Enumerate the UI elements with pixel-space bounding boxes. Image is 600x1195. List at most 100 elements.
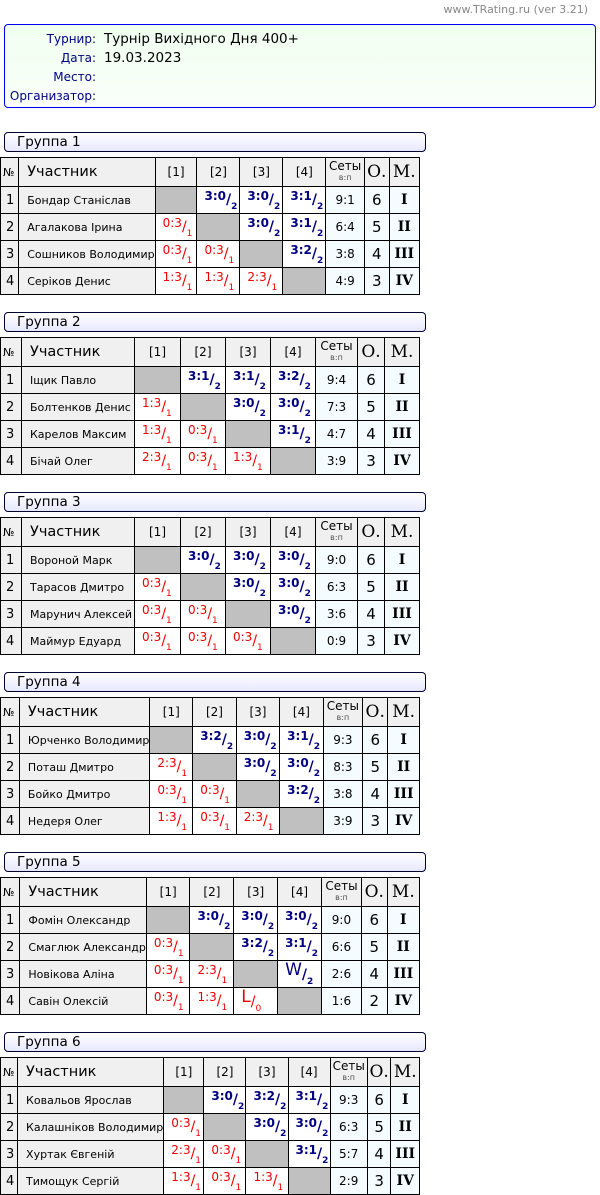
- match-result[interactable]: 3:1/2: [270, 420, 316, 448]
- match-result[interactable]: 3:2/2: [192, 726, 237, 754]
- player-name[interactable]: Агалакова Ірина: [18, 213, 156, 241]
- match-result[interactable]: 0:3/1: [180, 447, 226, 475]
- player-name[interactable]: Поташ Дмитро: [18, 753, 151, 781]
- match-result[interactable]: 3:0/2: [225, 573, 271, 601]
- match-result[interactable]: 3:0/2: [245, 1113, 289, 1141]
- match-result[interactable]: 0:3/1: [134, 627, 181, 655]
- match-result[interactable]: 3:1/2: [277, 933, 322, 961]
- match-result[interactable]: 1:3/1: [163, 1167, 205, 1195]
- match-result[interactable]: 2:3/1: [189, 960, 235, 988]
- match-result[interactable]: 1:3/1: [154, 267, 198, 295]
- match-result[interactable]: 2:3/1: [235, 807, 281, 835]
- match-result[interactable]: 1:3/1: [134, 420, 181, 448]
- match-points: 1: [166, 643, 172, 653]
- player-name[interactable]: Сошников Володимир: [18, 240, 156, 268]
- match-result[interactable]: 2:3/1: [239, 267, 284, 295]
- match-result[interactable]: 0:3/1: [203, 1167, 247, 1195]
- match-result[interactable]: 3:1/2: [225, 366, 271, 394]
- match-result[interactable]: 0:3/1: [149, 780, 194, 808]
- player-name[interactable]: Смаглюк Александр: [19, 933, 147, 961]
- match-result[interactable]: 3:2/2: [270, 366, 316, 394]
- match-result[interactable]: 3:1/2: [287, 1140, 331, 1168]
- match-result[interactable]: W/2: [277, 960, 322, 988]
- match-result[interactable]: 0:3/1: [192, 807, 237, 835]
- match-result[interactable]: 0:3/1: [154, 240, 198, 268]
- match-result[interactable]: 3:0/2: [235, 753, 281, 781]
- match-result[interactable]: 3:0/2: [196, 186, 241, 214]
- match-result[interactable]: 1:3/1: [245, 1167, 289, 1195]
- match-result[interactable]: 3:0/2: [270, 600, 316, 628]
- slash-separator: /: [218, 912, 225, 928]
- match-result[interactable]: 0:3/1: [180, 420, 226, 448]
- match-result[interactable]: 3:2/2: [282, 240, 327, 268]
- match-result[interactable]: 3:0/2: [225, 546, 271, 574]
- player-name[interactable]: Тимощук Сергій: [17, 1167, 165, 1195]
- match-result[interactable]: 3:1/2: [282, 213, 327, 241]
- match-result[interactable]: L/0: [233, 987, 279, 1015]
- match-result[interactable]: 3:0/2: [277, 906, 322, 934]
- match-result[interactable]: 3:2/2: [245, 1086, 289, 1114]
- match-result[interactable]: 3:0/2: [270, 393, 316, 421]
- match-result[interactable]: 3:0/2: [203, 1086, 247, 1114]
- match-result[interactable]: 3:1/2: [279, 726, 324, 754]
- match-result[interactable]: 3:2/2: [233, 933, 279, 961]
- match-result[interactable]: 0:3/1: [145, 933, 191, 961]
- match-result[interactable]: 0:3/1: [145, 987, 191, 1015]
- match-result[interactable]: 3:1/2: [282, 186, 327, 214]
- player-name[interactable]: Недеря Олег: [18, 807, 151, 835]
- player-name[interactable]: Юрченко Володимир: [18, 726, 151, 754]
- match-result[interactable]: 1:3/1: [149, 807, 194, 835]
- match-result[interactable]: 2:3/1: [134, 447, 181, 475]
- match-result[interactable]: 3:0/2: [225, 393, 271, 421]
- match-result[interactable]: 3:0/2: [270, 546, 316, 574]
- match-result[interactable]: 3:0/2: [233, 906, 279, 934]
- match-result[interactable]: 0:3/1: [196, 240, 241, 268]
- player-name[interactable]: Бондар Станіслав: [18, 186, 156, 214]
- match-result[interactable]: 0:3/1: [180, 627, 226, 655]
- match-result[interactable]: 3:0/2: [270, 573, 316, 601]
- match-result[interactable]: 0:3/1: [225, 627, 271, 655]
- player-name[interactable]: Бойко Дмитро: [18, 780, 151, 808]
- player-name[interactable]: Бічай Олег: [21, 447, 135, 475]
- player-name[interactable]: Тарасов Дмитро: [21, 573, 135, 601]
- player-name[interactable]: Марунич Алексей: [21, 600, 135, 628]
- player-name[interactable]: Вороной Марк: [21, 546, 135, 574]
- match-result[interactable]: 2:3/1: [163, 1140, 205, 1168]
- player-name[interactable]: Маймур Едуард: [21, 627, 135, 655]
- site-watermark[interactable]: www.TRating.ru (ver 3.21): [443, 3, 588, 16]
- match-result[interactable]: 2:3/1: [149, 753, 194, 781]
- player-name[interactable]: Карелов Максим: [21, 420, 135, 448]
- match-result[interactable]: 3:2/2: [279, 780, 324, 808]
- match-points: 1: [228, 283, 235, 293]
- match-result[interactable]: 0:3/1: [145, 960, 191, 988]
- match-result[interactable]: 3:0/2: [235, 726, 281, 754]
- match-result[interactable]: 1:3/1: [134, 393, 181, 421]
- player-name[interactable]: Новікова Аліна: [19, 960, 147, 988]
- match-result[interactable]: 1:3/1: [189, 987, 235, 1015]
- match-result[interactable]: 0:3/1: [163, 1113, 205, 1141]
- match-result[interactable]: 0:3/1: [203, 1140, 247, 1168]
- match-result[interactable]: 1:3/1: [196, 267, 241, 295]
- match-result[interactable]: 3:0/2: [180, 546, 226, 574]
- match-result[interactable]: 0:3/1: [180, 600, 226, 628]
- match-result[interactable]: 3:0/2: [239, 213, 284, 241]
- player-name[interactable]: Іщик Павло: [21, 366, 135, 394]
- player-name[interactable]: Калашніков Володимир: [17, 1113, 165, 1141]
- player-name[interactable]: Фомін Олександр: [19, 906, 147, 934]
- match-result[interactable]: 3:0/2: [239, 186, 284, 214]
- match-result[interactable]: 3:0/2: [189, 906, 235, 934]
- player-name[interactable]: Серіков Денис: [18, 267, 156, 295]
- match-result[interactable]: 3:1/2: [180, 366, 226, 394]
- match-result[interactable]: 3:1/2: [287, 1086, 331, 1114]
- player-name[interactable]: Болтенков Денис: [21, 393, 135, 421]
- player-name[interactable]: Хуртак Євгеній: [17, 1140, 165, 1168]
- match-result[interactable]: 0:3/1: [134, 600, 181, 628]
- match-result[interactable]: 1:3/1: [225, 447, 271, 475]
- player-name[interactable]: Савін Олексій: [19, 987, 147, 1015]
- match-result[interactable]: 0:3/1: [134, 573, 181, 601]
- match-result[interactable]: 3:0/2: [287, 1113, 331, 1141]
- match-result[interactable]: 0:3/1: [154, 213, 198, 241]
- match-result[interactable]: 0:3/1: [192, 780, 237, 808]
- player-name[interactable]: Ковальов Ярослав: [17, 1086, 165, 1114]
- match-result[interactable]: 3:0/2: [279, 753, 324, 781]
